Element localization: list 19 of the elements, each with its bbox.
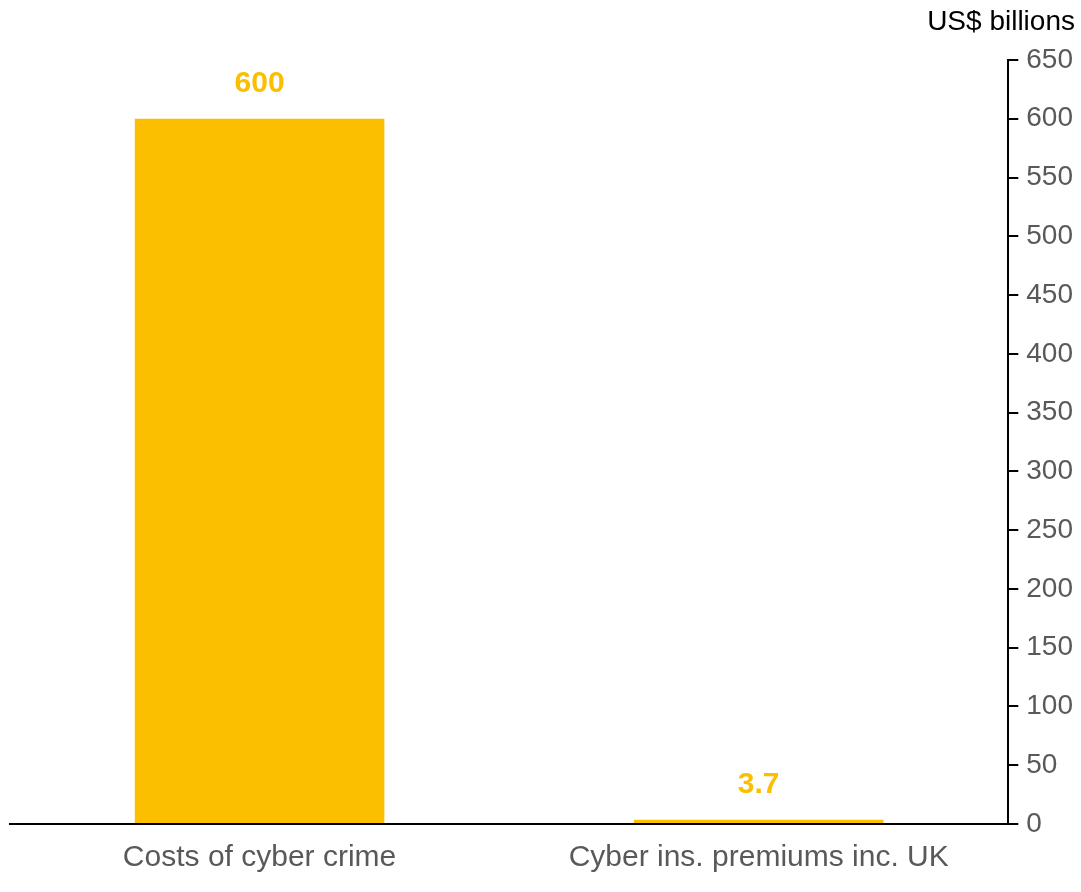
x-tick-label: Costs of cyber crime [122, 839, 397, 873]
y-axis-title: US$ billions [927, 4, 1075, 36]
data-label: 3.7 [737, 765, 780, 799]
y-tick-label: 400 [1026, 336, 1073, 368]
data-label: 600 [234, 65, 285, 99]
y-tick-label: 50 [1026, 747, 1058, 779]
y-tick-label: 650 [1026, 42, 1073, 74]
y-tick-label: 300 [1026, 454, 1073, 486]
y-tick-label: 200 [1026, 571, 1073, 603]
y-tick-label: 0 [1026, 806, 1042, 838]
y-tick-label: 500 [1026, 219, 1073, 251]
y-tick-label: 450 [1026, 277, 1073, 309]
y-tick-label: 350 [1026, 395, 1073, 427]
y-tick-label: 150 [1026, 630, 1073, 662]
x-tick-label: Cyber ins. premiums inc. UK [568, 839, 949, 873]
y-tick-label: 550 [1026, 160, 1073, 192]
y-tick-label: 600 [1026, 101, 1073, 133]
y-tick-label: 100 [1026, 689, 1073, 721]
y-tick-label: 250 [1026, 512, 1073, 544]
